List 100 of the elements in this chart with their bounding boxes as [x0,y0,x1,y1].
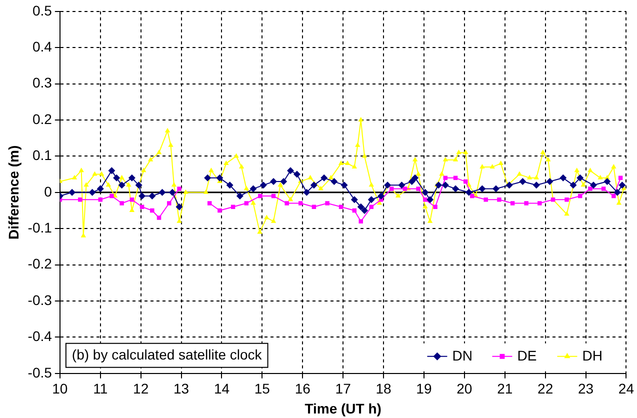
x-axis-title: Time (UT h) [304,400,382,416]
point [226,182,234,189]
x-tick-label: 13 [173,380,190,397]
x-tick-label: 17 [335,380,352,397]
point [426,196,434,204]
x-tick-label: 14 [214,380,230,397]
point [614,188,621,196]
point [422,188,429,196]
point [148,192,156,200]
x-tick-label: 20 [456,380,472,397]
legend-label: DN [452,347,472,364]
x-tick-label: 23 [578,380,594,397]
point [576,174,584,182]
y-tick-label: 0.4 [32,38,52,54]
point [244,201,249,206]
point [130,198,134,202]
point [118,182,126,189]
point [546,178,554,186]
point [110,194,114,198]
point [408,178,416,186]
point [368,196,375,204]
y-tick-label: -0.3 [28,292,52,308]
y-tick-label: -0.5 [28,364,52,380]
x-tick-label: 11 [93,380,108,397]
x-tick-label: 12 [133,380,149,397]
point [618,182,626,189]
point [108,167,116,174]
point [604,178,611,186]
point [378,192,385,200]
x-tick-label: 16 [294,380,311,397]
point [158,188,166,196]
annotation: (b) by calculated satellite clock [72,346,263,362]
point [560,174,567,182]
point [416,186,420,191]
point [402,186,408,191]
point [280,178,288,186]
point [601,186,606,191]
point [389,186,394,191]
point [570,182,577,189]
point [398,182,406,189]
point [113,174,120,182]
point [358,219,363,224]
point [286,167,294,174]
point [497,198,502,202]
point [564,198,569,202]
x-tick-label: 18 [376,380,392,397]
point [96,185,104,192]
point [176,203,183,210]
point [357,203,364,210]
y-tick-label: -0.2 [28,256,52,272]
point [519,178,526,186]
point [464,179,468,184]
y-tick-label: -0.1 [28,219,52,236]
point [506,182,513,189]
point [258,194,262,198]
point [442,182,449,189]
point [538,201,542,206]
legend-label: DE [517,347,537,364]
point [216,174,224,182]
point [260,182,267,189]
point [484,198,488,202]
x-tick-label: 19 [416,380,432,397]
y-tick-label: 0 [44,183,52,200]
y-tick-label: 0.2 [32,110,52,127]
point [320,174,328,182]
y-tick-label: 0.1 [32,147,52,164]
point [168,188,176,196]
point [588,186,592,191]
point [325,201,330,206]
point [412,174,419,182]
point [156,216,162,220]
point [340,182,348,189]
point [433,204,438,209]
point [310,182,318,189]
point [478,185,486,192]
point [350,196,358,204]
point [236,192,244,200]
point [150,208,154,213]
point [452,185,460,192]
point [138,192,146,200]
point [510,201,515,206]
x-tick-label: 22 [538,380,554,397]
point [423,198,428,202]
point [532,182,540,189]
x-tick-label: 10 [52,380,68,397]
point [435,182,442,189]
point [177,186,182,191]
y-axis-title: Difference (m) [5,145,22,240]
point [284,201,289,206]
y-tick-label: 0.5 [32,2,52,18]
y-tick-label: 0.3 [32,74,52,91]
x-tick-label: 21 [497,380,513,397]
point [270,178,277,186]
point [204,174,212,182]
point [68,188,76,196]
point [298,201,303,206]
y-tick-label: -0.4 [28,328,52,344]
point [250,185,257,192]
point [492,185,500,192]
point [207,201,212,206]
